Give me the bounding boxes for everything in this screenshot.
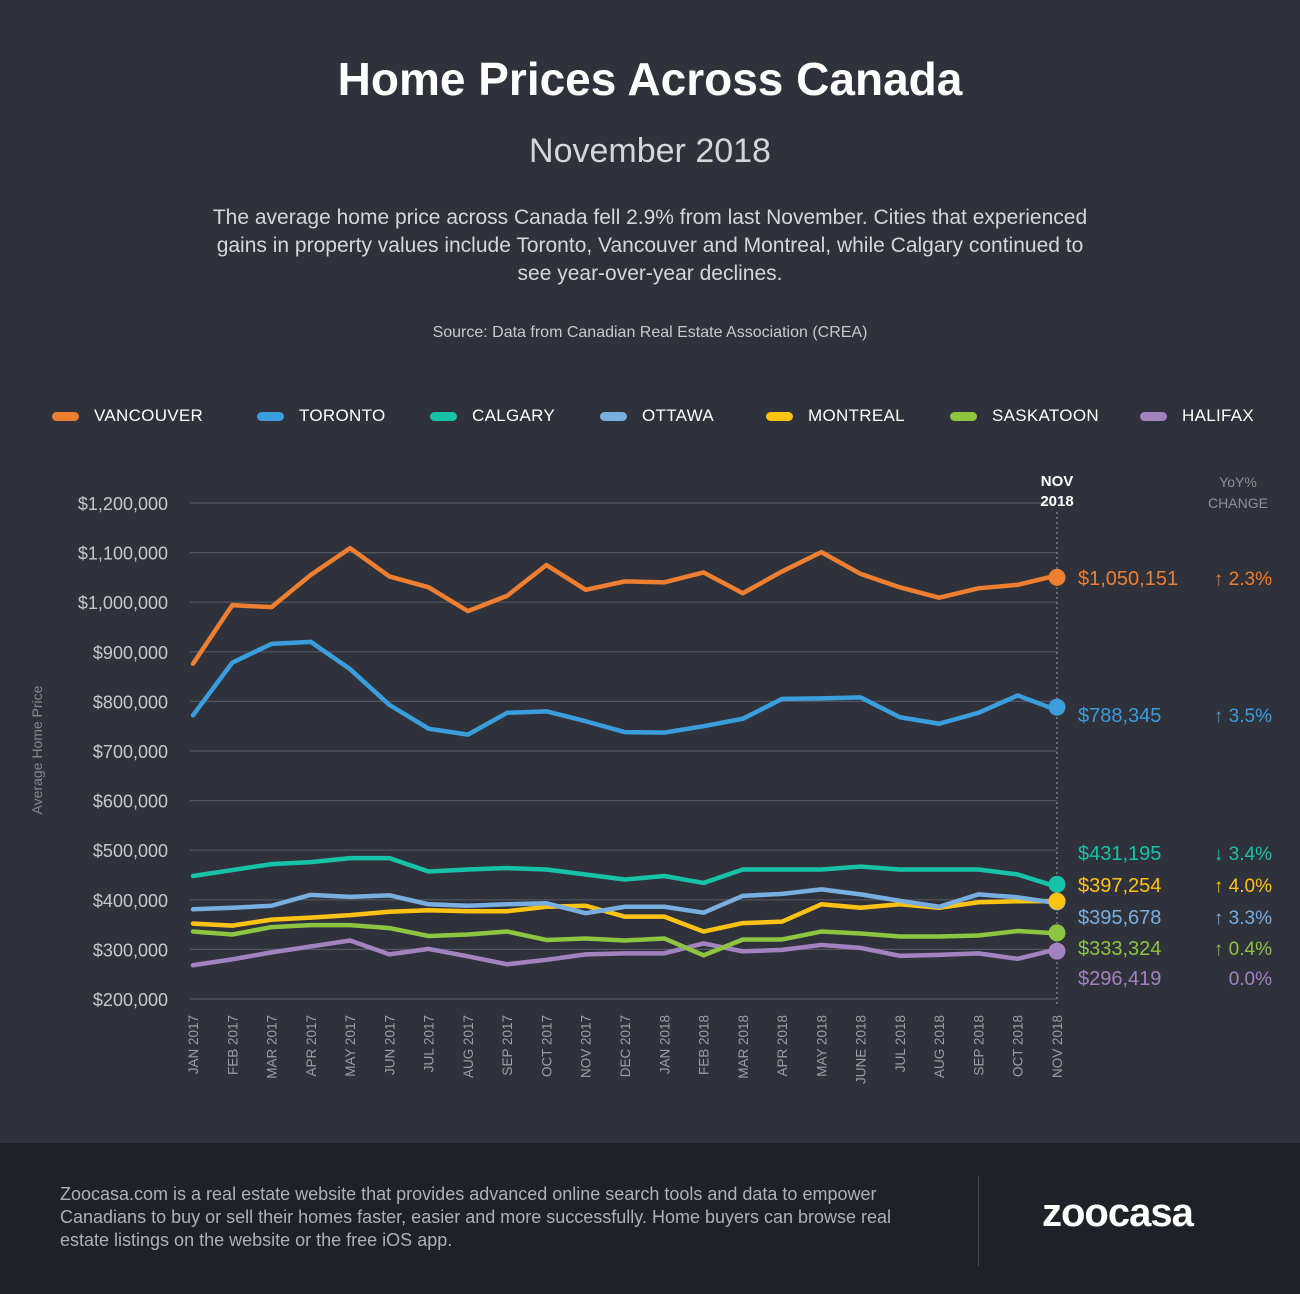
highlight-month-label: NOV	[1041, 473, 1074, 490]
x-tick-label: NOV 2017	[579, 1015, 594, 1078]
legend-item-halifax: HALIFAX	[1140, 406, 1254, 426]
y-tick-label: $500,000	[93, 841, 168, 861]
y-axis-label: Average Home Price	[29, 685, 45, 814]
y-tick-label: $700,000	[93, 742, 168, 762]
x-tick-label: FEB 2018	[697, 1015, 712, 1075]
line-chart: $1,200,000 $1,100,000 $1,000,000 $900,000 $8…	[29, 473, 1272, 1084]
end-value-label: $1,050,151	[1078, 568, 1178, 590]
legend-item-calgary: CALGARY	[430, 406, 555, 426]
x-tick-label: JAN 2018	[657, 1015, 672, 1074]
x-tick-label: SEP 2018	[971, 1015, 986, 1076]
x-tick-label: MAR 2017	[265, 1015, 280, 1079]
end-value-label: $431,195	[1078, 843, 1161, 865]
source-note: Source: Data from Canadian Real Estate A…	[432, 324, 868, 341]
end-point-halifax	[1048, 942, 1066, 960]
x-tick-label: APR 2017	[304, 1015, 319, 1077]
x-tick-label: APR 2018	[775, 1015, 790, 1077]
end-value-label: $296,419	[1078, 968, 1161, 990]
legend-label: CALGARY	[472, 406, 556, 425]
yoy-header: CHANGE	[1208, 495, 1268, 511]
series-line-toronto	[190, 639, 1052, 737]
legend-item-vancouver: VANCOUVER	[52, 406, 203, 426]
y-tick-label: $200,000	[93, 990, 168, 1010]
legend-item-toronto: TORONTO	[257, 406, 385, 426]
y-tick-label: $300,000	[93, 940, 168, 960]
series-line-montreal	[190, 898, 1052, 934]
series-line-ottawa	[190, 887, 1052, 916]
x-tick-label: AUG 2018	[932, 1015, 947, 1078]
x-tick-label: NOV 2018	[1050, 1015, 1065, 1078]
end-point-vancouver	[1048, 568, 1066, 586]
end-point-calgary	[1048, 875, 1066, 893]
legend-label: TORONTO	[299, 406, 386, 425]
end-point-saskatoon	[1048, 924, 1066, 942]
legend-swatch	[766, 411, 793, 421]
x-tick-label: JUL 2018	[893, 1015, 908, 1072]
y-tick-label: $900,000	[93, 643, 168, 663]
legend-item-ottawa: OTTAWA	[600, 406, 714, 426]
footer-description: Zoocasa.com is a real estate website tha…	[60, 1184, 892, 1250]
legend-item-saskatoon: SASKATOON	[950, 406, 1099, 426]
x-tick-label: DEC 2017	[618, 1015, 633, 1077]
footer: Zoocasa.com is a real estate website tha…	[0, 1143, 1300, 1294]
yoy-change-label: 0.0%	[1229, 969, 1272, 990]
end-point-toronto	[1048, 698, 1066, 716]
yoy-change-label: ↑ 3.5%	[1214, 706, 1272, 727]
legend-swatch	[600, 411, 627, 421]
series-line-calgary	[190, 855, 1052, 887]
yoy-change-label: ↑ 4.0%	[1214, 876, 1272, 897]
y-tick-label: $400,000	[93, 891, 168, 911]
series-line-halifax	[190, 938, 1052, 968]
end-value-label: $397,254	[1078, 875, 1161, 897]
legend-swatch	[52, 411, 79, 421]
legend-swatch	[257, 411, 284, 421]
yoy-change-label: ↑ 2.3%	[1214, 569, 1272, 590]
description: The average home price across Canada fel…	[212, 206, 1088, 285]
series-line-vancouver	[190, 545, 1052, 666]
legend-swatch	[1140, 411, 1167, 421]
legend-label: HALIFAX	[1182, 406, 1255, 425]
end-value-label: $333,324	[1078, 938, 1161, 960]
legend-label: MONTREAL	[808, 406, 905, 425]
end-point-montreal	[1048, 892, 1066, 910]
y-tick-label: $1,000,000	[78, 593, 168, 613]
highlight-year-label: 2018	[1040, 493, 1073, 510]
legend-label: OTTAWA	[642, 406, 714, 425]
y-tick-label: $600,000	[93, 792, 168, 812]
x-tick-label: FEB 2017	[225, 1015, 240, 1075]
x-tick-label: JUNE 2018	[854, 1015, 869, 1084]
yoy-change-label: ↑ 0.4%	[1214, 939, 1272, 960]
x-tick-label: MAY 2018	[814, 1015, 829, 1077]
x-tick-label: AUG 2017	[461, 1015, 476, 1078]
y-tick-label: $1,100,000	[78, 544, 168, 564]
footer-divider	[978, 1176, 979, 1266]
y-tick-label: $800,000	[93, 692, 168, 712]
x-tick-label: JAN 2017	[186, 1015, 201, 1074]
x-tick-label: JUN 2017	[382, 1015, 397, 1075]
x-tick-label: SEP 2017	[500, 1015, 515, 1076]
legend-item-montreal: MONTREAL	[766, 406, 905, 426]
yoy-header: YoY%	[1219, 474, 1257, 490]
legend-label: SASKATOON	[992, 406, 1099, 425]
x-tick-label: OCT 2018	[1011, 1015, 1026, 1077]
x-tick-label: OCT 2017	[539, 1015, 554, 1077]
yoy-change-label: ↑ 3.3%	[1214, 908, 1272, 929]
legend-swatch	[950, 411, 977, 421]
page-title: Home Prices Across Canada	[337, 53, 963, 105]
end-value-label: $395,678	[1078, 907, 1161, 929]
chart-legend: VANCOUVER TORONTO CALGARY OTTAWA MONTREAL SAS…	[0, 406, 1300, 430]
end-value-label: $788,345	[1078, 705, 1161, 727]
page-subtitle: November 2018	[529, 132, 771, 170]
legend-swatch	[430, 411, 457, 421]
x-tick-label: MAR 2018	[736, 1015, 751, 1079]
x-tick-label: JUL 2017	[422, 1015, 437, 1072]
zoocasa-logo[interactable]: zoocasa	[1042, 1191, 1194, 1235]
yoy-change-label: ↓ 3.4%	[1214, 844, 1272, 865]
series-line-saskatoon	[190, 922, 1052, 958]
legend-label: VANCOUVER	[94, 406, 204, 425]
y-tick-label: $1,200,000	[78, 494, 168, 514]
x-tick-label: MAY 2017	[343, 1015, 358, 1077]
